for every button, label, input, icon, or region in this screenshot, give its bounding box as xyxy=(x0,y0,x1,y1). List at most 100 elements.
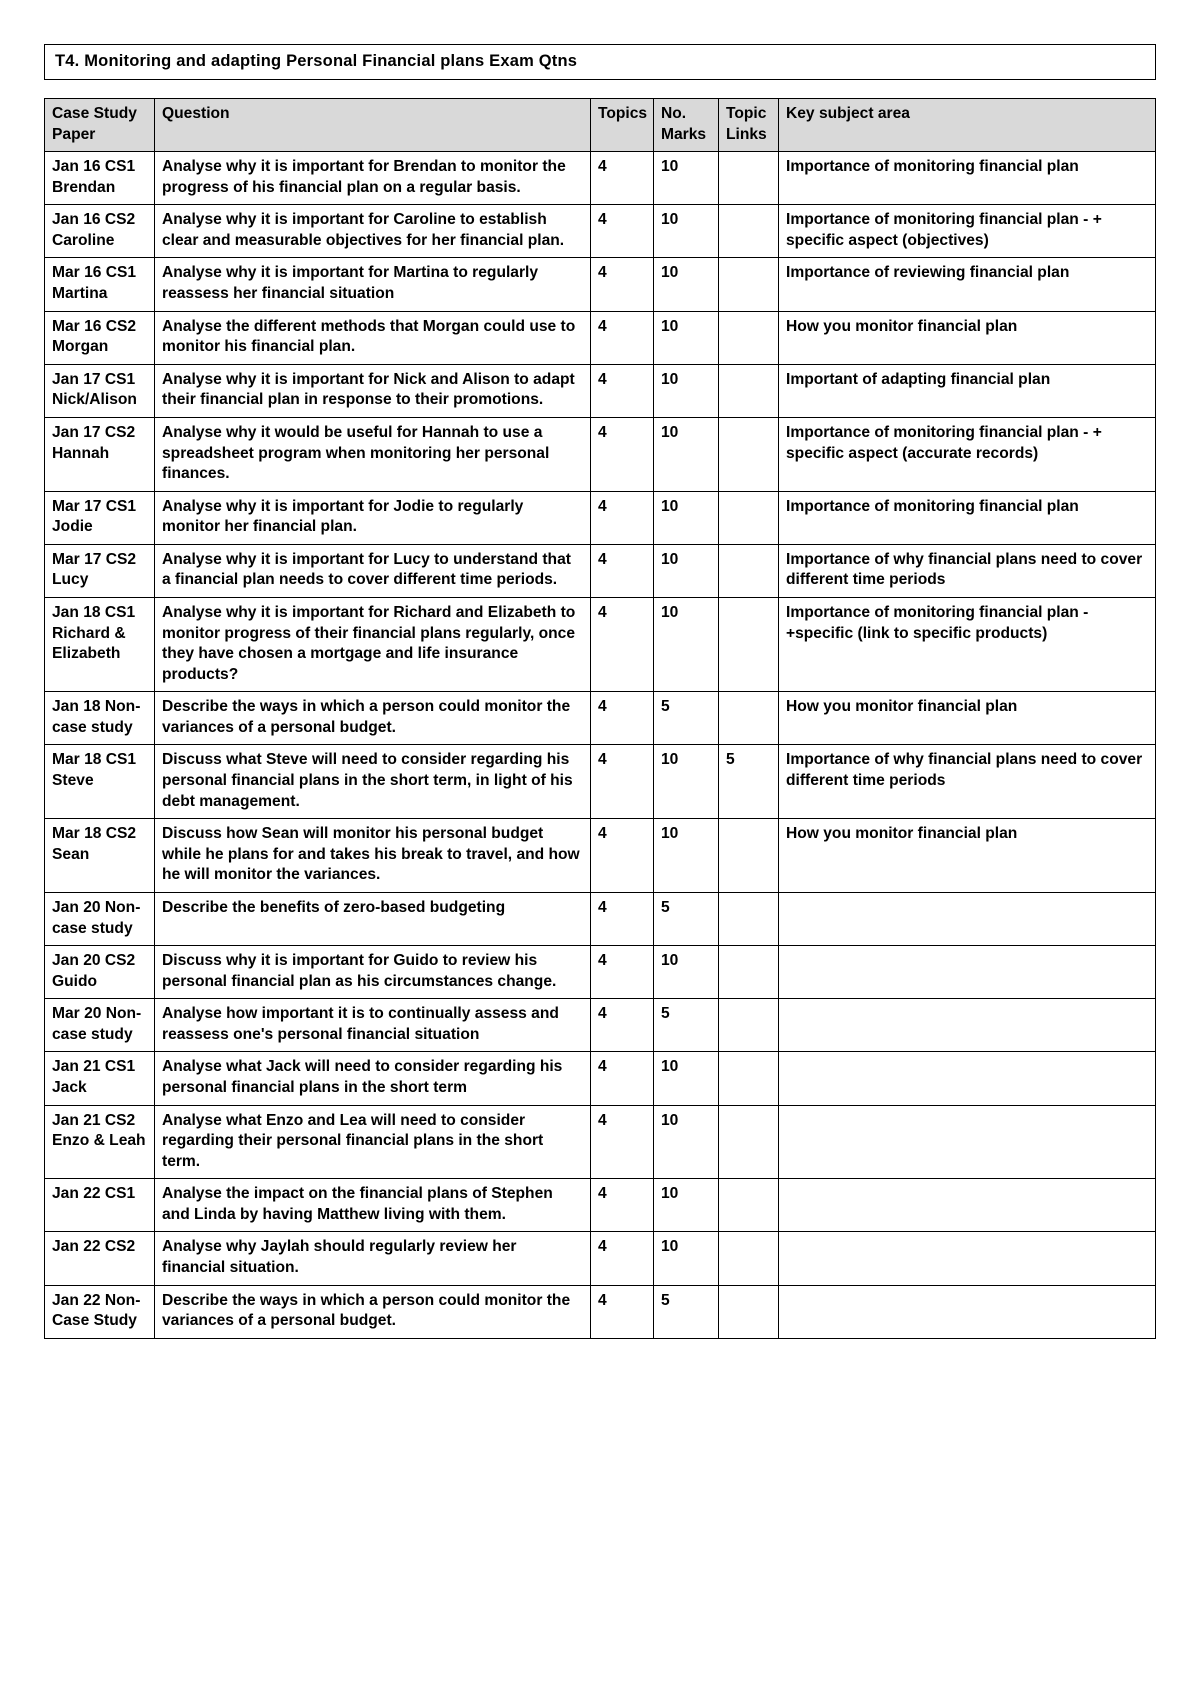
cell-key: Importance of monitoring financial plan xyxy=(779,152,1156,205)
cell-topics: 4 xyxy=(591,745,654,819)
cell-links xyxy=(719,1232,779,1285)
cell-question: Analyse why it is important for Jodie to… xyxy=(155,491,591,544)
cell-question: Analyse what Jack will need to consider … xyxy=(155,1052,591,1105)
cell-question: Discuss why it is important for Guido to… xyxy=(155,946,591,999)
cell-question: Analyse what Enzo and Lea will need to c… xyxy=(155,1105,591,1179)
cell-key: How you monitor financial plan xyxy=(779,819,1156,893)
cell-links xyxy=(719,205,779,258)
cell-paper: Jan 18 Non-case study xyxy=(45,692,155,745)
cell-paper: Jan 18 CS1 Richard & Elizabeth xyxy=(45,597,155,691)
table-body: Jan 16 CS1 BrendanAnalyse why it is impo… xyxy=(45,152,1156,1339)
table-row: Jan 22 CS1Analyse the impact on the fina… xyxy=(45,1179,1156,1232)
table-row: Mar 18 CS2 SeanDiscuss how Sean will mon… xyxy=(45,819,1156,893)
cell-question: Analyse why it is important for Caroline… xyxy=(155,205,591,258)
cell-marks: 10 xyxy=(654,597,719,691)
cell-marks: 10 xyxy=(654,205,719,258)
cell-key xyxy=(779,1179,1156,1232)
cell-topics: 4 xyxy=(591,597,654,691)
cell-key: Importance of monitoring financial plan … xyxy=(779,205,1156,258)
cell-topics: 4 xyxy=(591,152,654,205)
cell-topics: 4 xyxy=(591,1285,654,1338)
cell-key xyxy=(779,999,1156,1052)
cell-marks: 5 xyxy=(654,692,719,745)
cell-topics: 4 xyxy=(591,364,654,417)
cell-paper: Jan 17 CS1 Nick/Alison xyxy=(45,364,155,417)
cell-links xyxy=(719,491,779,544)
cell-paper: Jan 22 Non-Case Study xyxy=(45,1285,155,1338)
cell-paper: Jan 20 Non-case study xyxy=(45,892,155,945)
table-row: Mar 18 CS1 SteveDiscuss what Steve will … xyxy=(45,745,1156,819)
cell-links xyxy=(719,892,779,945)
cell-topics: 4 xyxy=(591,417,654,491)
table-row: Mar 17 CS1 JodieAnalyse why it is import… xyxy=(45,491,1156,544)
cell-key: Importance of why financial plans need t… xyxy=(779,745,1156,819)
cell-question: Analyse the impact on the financial plan… xyxy=(155,1179,591,1232)
cell-question: Describe the benefits of zero-based budg… xyxy=(155,892,591,945)
cell-links xyxy=(719,692,779,745)
cell-links xyxy=(719,597,779,691)
cell-key: Importance of reviewing financial plan xyxy=(779,258,1156,311)
cell-paper: Mar 18 CS1 Steve xyxy=(45,745,155,819)
cell-key xyxy=(779,1285,1156,1338)
table-row: Mar 16 CS1 MartinaAnalyse why it is impo… xyxy=(45,258,1156,311)
table-row: Jan 18 Non-case studyDescribe the ways i… xyxy=(45,692,1156,745)
page-title: T4. Monitoring and adapting Personal Fin… xyxy=(55,52,577,70)
cell-key: Importance of why financial plans need t… xyxy=(779,544,1156,597)
cell-marks: 5 xyxy=(654,1285,719,1338)
table-row: Jan 18 CS1 Richard & ElizabethAnalyse wh… xyxy=(45,597,1156,691)
cell-paper: Jan 16 CS2 Caroline xyxy=(45,205,155,258)
cell-key xyxy=(779,1052,1156,1105)
col-header-question: Question xyxy=(155,99,591,152)
cell-marks: 5 xyxy=(654,892,719,945)
cell-paper: Mar 16 CS1 Martina xyxy=(45,258,155,311)
cell-links xyxy=(719,417,779,491)
cell-paper: Jan 22 CS1 xyxy=(45,1179,155,1232)
cell-marks: 10 xyxy=(654,491,719,544)
table-row: Jan 21 CS2 Enzo & LeahAnalyse what Enzo … xyxy=(45,1105,1156,1179)
col-header-topics: Topics xyxy=(591,99,654,152)
cell-paper: Jan 20 CS2 Guido xyxy=(45,946,155,999)
cell-question: Analyse why it is important for Brendan … xyxy=(155,152,591,205)
cell-marks: 10 xyxy=(654,1105,719,1179)
cell-links xyxy=(719,152,779,205)
cell-question: Describe the ways in which a person coul… xyxy=(155,1285,591,1338)
cell-topics: 4 xyxy=(591,1105,654,1179)
cell-marks: 10 xyxy=(654,1232,719,1285)
col-header-links: Topic Links xyxy=(719,99,779,152)
cell-links xyxy=(719,946,779,999)
cell-key xyxy=(779,946,1156,999)
cell-question: Analyse why it is important for Nick and… xyxy=(155,364,591,417)
cell-marks: 10 xyxy=(654,152,719,205)
cell-links xyxy=(719,1052,779,1105)
cell-key: Importance of monitoring financial plan … xyxy=(779,417,1156,491)
cell-question: Discuss what Steve will need to consider… xyxy=(155,745,591,819)
cell-key: Importance of monitoring financial plan … xyxy=(779,597,1156,691)
table-row: Jan 16 CS1 BrendanAnalyse why it is impo… xyxy=(45,152,1156,205)
table-header-row: Case Study Paper Question Topics No. Mar… xyxy=(45,99,1156,152)
table-row: Mar 17 CS2 LucyAnalyse why it is importa… xyxy=(45,544,1156,597)
cell-links xyxy=(719,258,779,311)
cell-paper: Mar 17 CS1 Jodie xyxy=(45,491,155,544)
table-row: Jan 17 CS2 HannahAnalyse why it would be… xyxy=(45,417,1156,491)
table-row: Jan 22 Non-Case StudyDescribe the ways i… xyxy=(45,1285,1156,1338)
cell-paper: Mar 18 CS2 Sean xyxy=(45,819,155,893)
exam-questions-table: Case Study Paper Question Topics No. Mar… xyxy=(44,98,1156,1339)
cell-topics: 4 xyxy=(591,1179,654,1232)
cell-marks: 10 xyxy=(654,544,719,597)
table-row: Mar 20 Non-case studyAnalyse how importa… xyxy=(45,999,1156,1052)
cell-key xyxy=(779,1105,1156,1179)
cell-question: Discuss how Sean will monitor his person… xyxy=(155,819,591,893)
cell-key: Importance of monitoring financial plan xyxy=(779,491,1156,544)
cell-paper: Jan 16 CS1 Brendan xyxy=(45,152,155,205)
cell-topics: 4 xyxy=(591,258,654,311)
cell-marks: 10 xyxy=(654,819,719,893)
heading-box: T4. Monitoring and adapting Personal Fin… xyxy=(44,44,1156,80)
col-header-paper: Case Study Paper xyxy=(45,99,155,152)
cell-question: Analyse why it would be useful for Hanna… xyxy=(155,417,591,491)
cell-links xyxy=(719,1179,779,1232)
table-row: Jan 21 CS1 JackAnalyse what Jack will ne… xyxy=(45,1052,1156,1105)
cell-topics: 4 xyxy=(591,544,654,597)
cell-links xyxy=(719,1105,779,1179)
cell-paper: Mar 20 Non-case study xyxy=(45,999,155,1052)
cell-question: Analyse how important it is to continual… xyxy=(155,999,591,1052)
